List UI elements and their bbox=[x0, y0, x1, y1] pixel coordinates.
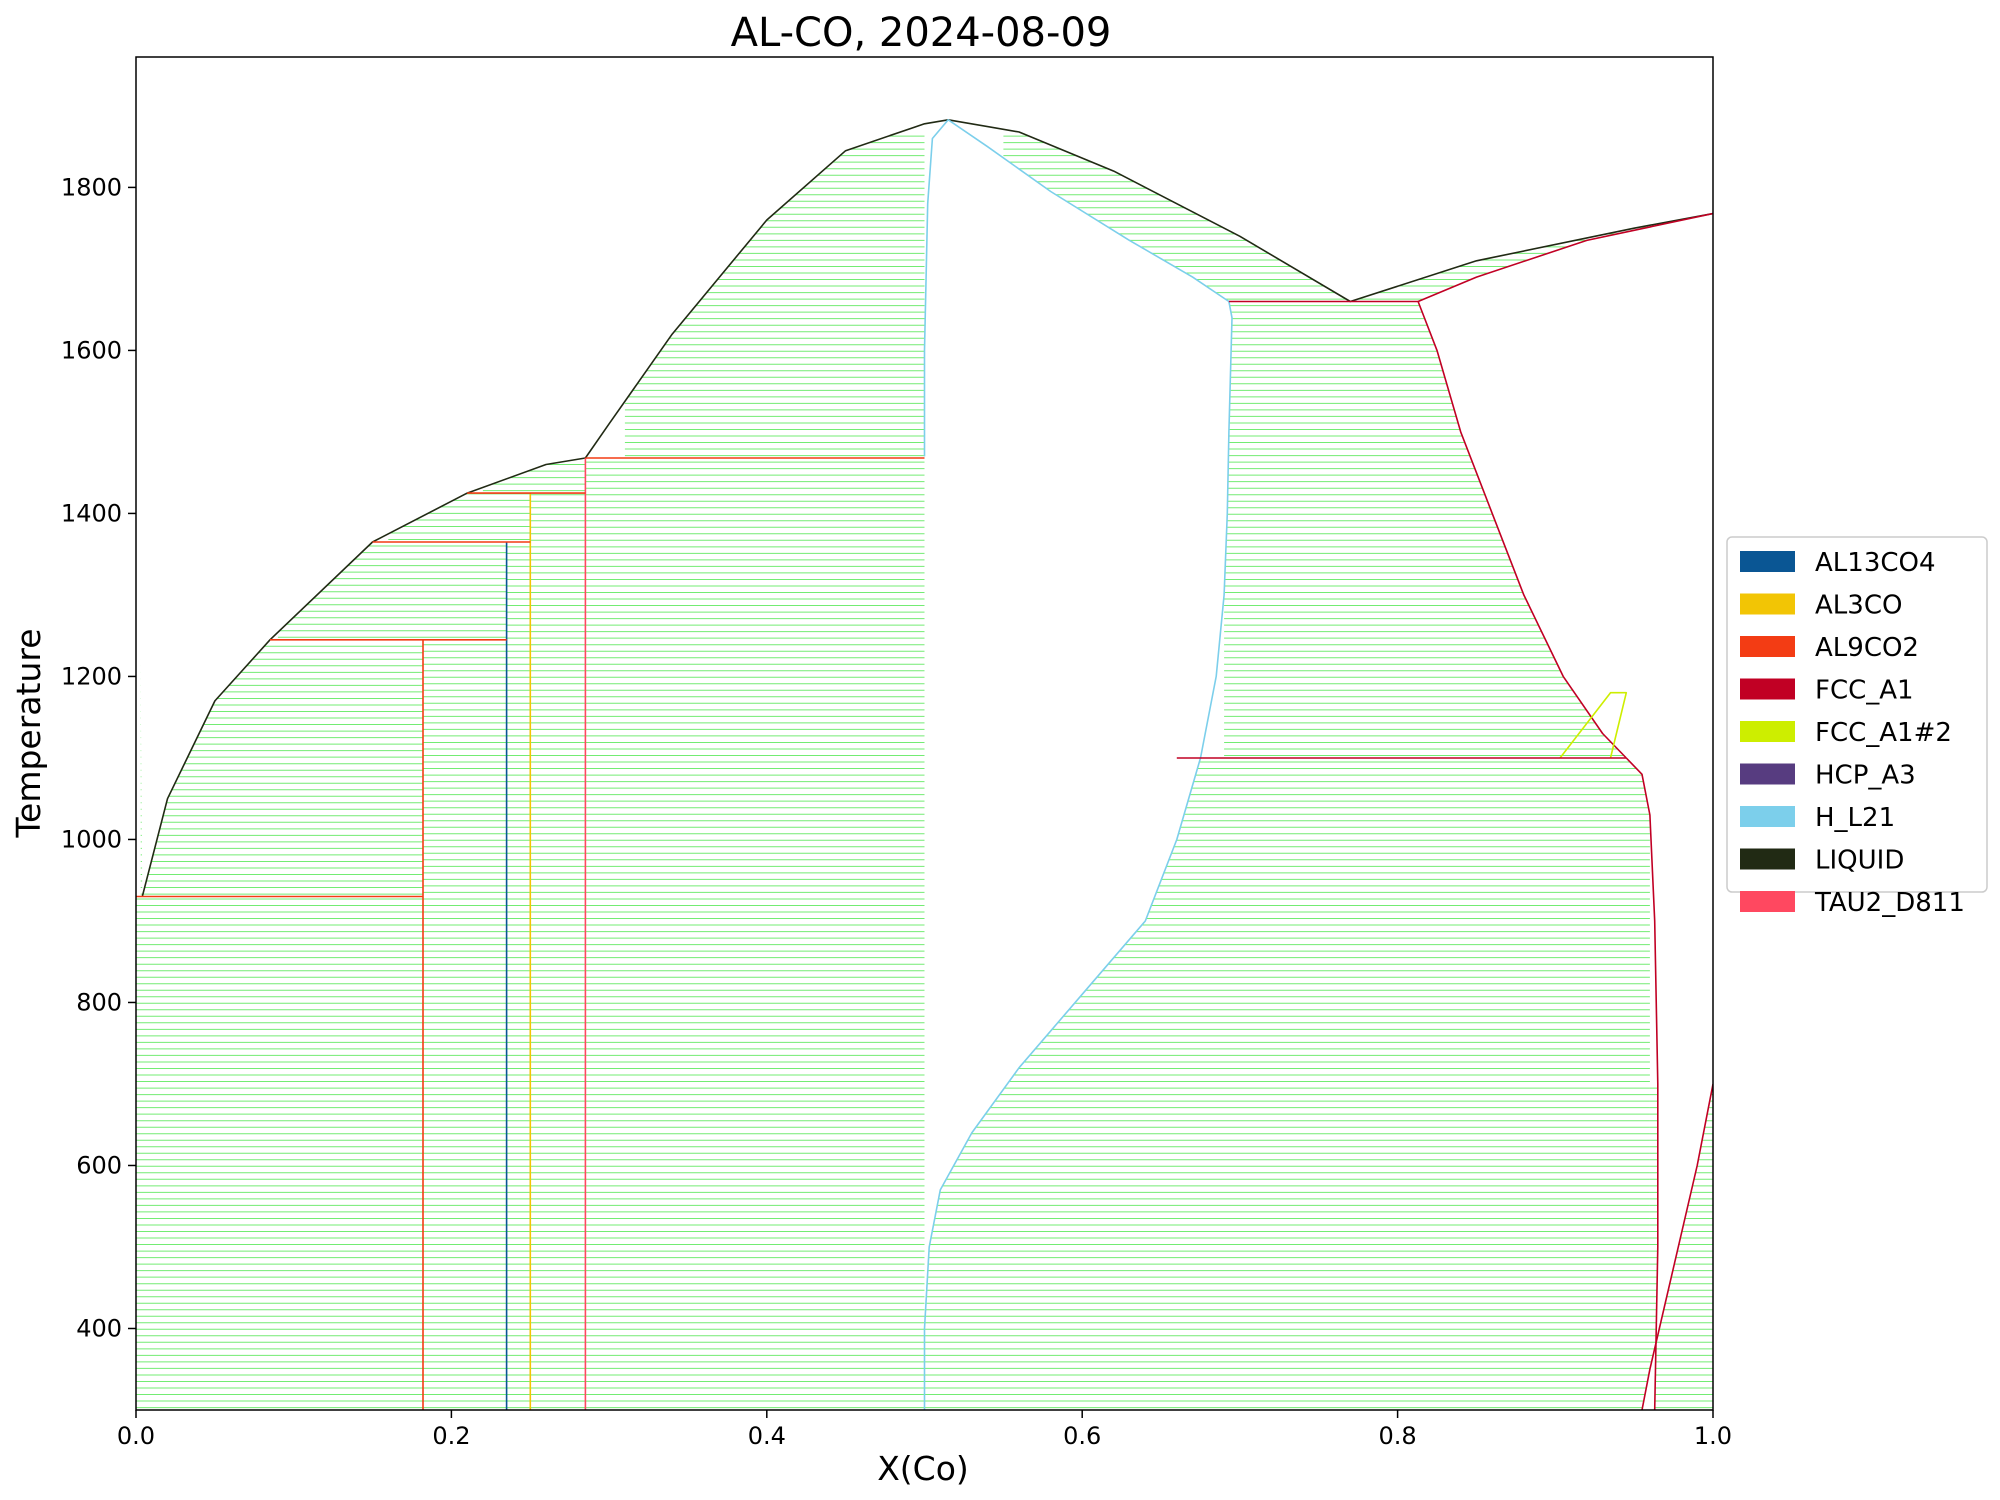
y-axis: 400 600 800 1000 1200 1400 1600 1800 bbox=[61, 173, 136, 1342]
y-tick-label: 1000 bbox=[61, 825, 122, 853]
legend: AL13CO4 AL3CO AL9CO2 FCC_A1 FCC_A1#2 HCP_A3 H_… bbox=[1726, 536, 1988, 918]
legend-box bbox=[1726, 536, 1988, 893]
legend-swatch bbox=[1740, 551, 1795, 572]
x-tick-label: 0.8 bbox=[1379, 1422, 1417, 1450]
x-axis-label: X(Co) bbox=[877, 1449, 969, 1488]
y-tick-label: 400 bbox=[76, 1314, 122, 1342]
liquid-region bbox=[136, 57, 1713, 897]
x-tick-label: 0.0 bbox=[117, 1422, 155, 1450]
y-tick-label: 800 bbox=[76, 988, 122, 1016]
y-axis-label: Temperature bbox=[9, 628, 48, 838]
legend-label: AL9CO2 bbox=[1815, 633, 1919, 663]
x-axis: 0.0 0.2 0.4 0.6 0.8 1.0 bbox=[117, 1410, 1732, 1450]
phase-boundary bbox=[1559, 691, 1628, 759]
phase-boundary bbox=[923, 119, 1230, 457]
legend-label: FCC_A1#2 bbox=[1815, 718, 1952, 748]
legend-swatch bbox=[1740, 721, 1795, 742]
legend-label: H_L21 bbox=[1815, 803, 1895, 833]
legend-label: LIQUID bbox=[1815, 846, 1904, 876]
x-tick-label: 0.6 bbox=[1063, 1422, 1101, 1450]
phase-boundary bbox=[1641, 1083, 1713, 1410]
legend-swatch bbox=[1740, 636, 1795, 657]
tie-lines bbox=[136, 57, 1713, 1410]
y-tick-label: 1200 bbox=[61, 662, 122, 690]
legend-swatch bbox=[1740, 848, 1795, 870]
x-tick-label: 1.0 bbox=[1694, 1422, 1732, 1450]
single-phase-region bbox=[924, 119, 1232, 1410]
y-tick-label: 1400 bbox=[61, 499, 122, 527]
legend-swatch bbox=[1740, 763, 1795, 785]
legend-swatch bbox=[1740, 891, 1795, 912]
legend-label: TAU2_D811 bbox=[1814, 888, 1965, 918]
x-tick-label: 0.4 bbox=[748, 1422, 786, 1450]
phase-boundary bbox=[1417, 301, 1627, 759]
y-tick-label: 600 bbox=[76, 1151, 122, 1179]
y-tick-label: 1800 bbox=[61, 173, 122, 201]
phase-boundary bbox=[1625, 757, 1659, 1410]
legend-swatch bbox=[1740, 678, 1795, 700]
legend-label: FCC_A1 bbox=[1815, 676, 1914, 706]
x-tick-label: 0.2 bbox=[432, 1422, 470, 1450]
phase-boundary bbox=[923, 301, 1233, 1410]
chart-title: AL-CO, 2024-08-09 bbox=[731, 10, 1112, 56]
legend-swatch bbox=[1740, 593, 1795, 615]
legend-label: HCP_A3 bbox=[1815, 761, 1916, 791]
phase-boundary bbox=[1417, 212, 1713, 303]
phase-boundary bbox=[141, 119, 1713, 897]
fcc-region bbox=[1418, 213, 1713, 1410]
y-tick-label: 1600 bbox=[61, 336, 122, 364]
plot-frame bbox=[135, 56, 1714, 1411]
legend-swatch bbox=[1740, 806, 1795, 827]
phase-boundaries bbox=[136, 119, 1713, 1410]
legend-label: AL13CO4 bbox=[1815, 548, 1936, 578]
legend-label: AL3CO bbox=[1815, 591, 1902, 621]
